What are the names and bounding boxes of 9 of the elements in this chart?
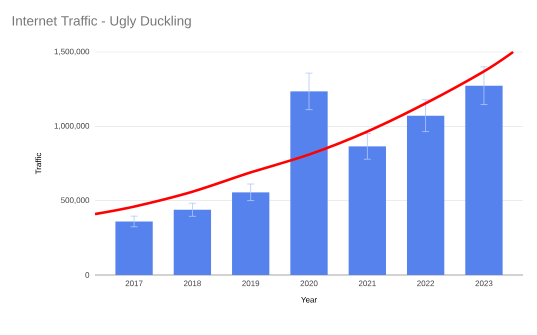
bar xyxy=(174,210,212,275)
line-series xyxy=(94,50,514,216)
bar xyxy=(465,86,503,275)
bar xyxy=(406,116,444,275)
bar xyxy=(348,146,386,275)
bar xyxy=(232,192,270,275)
bar xyxy=(115,221,153,275)
chart-title: Internet Traffic - Ugly Duckling xyxy=(12,16,191,28)
bar xyxy=(290,91,328,275)
